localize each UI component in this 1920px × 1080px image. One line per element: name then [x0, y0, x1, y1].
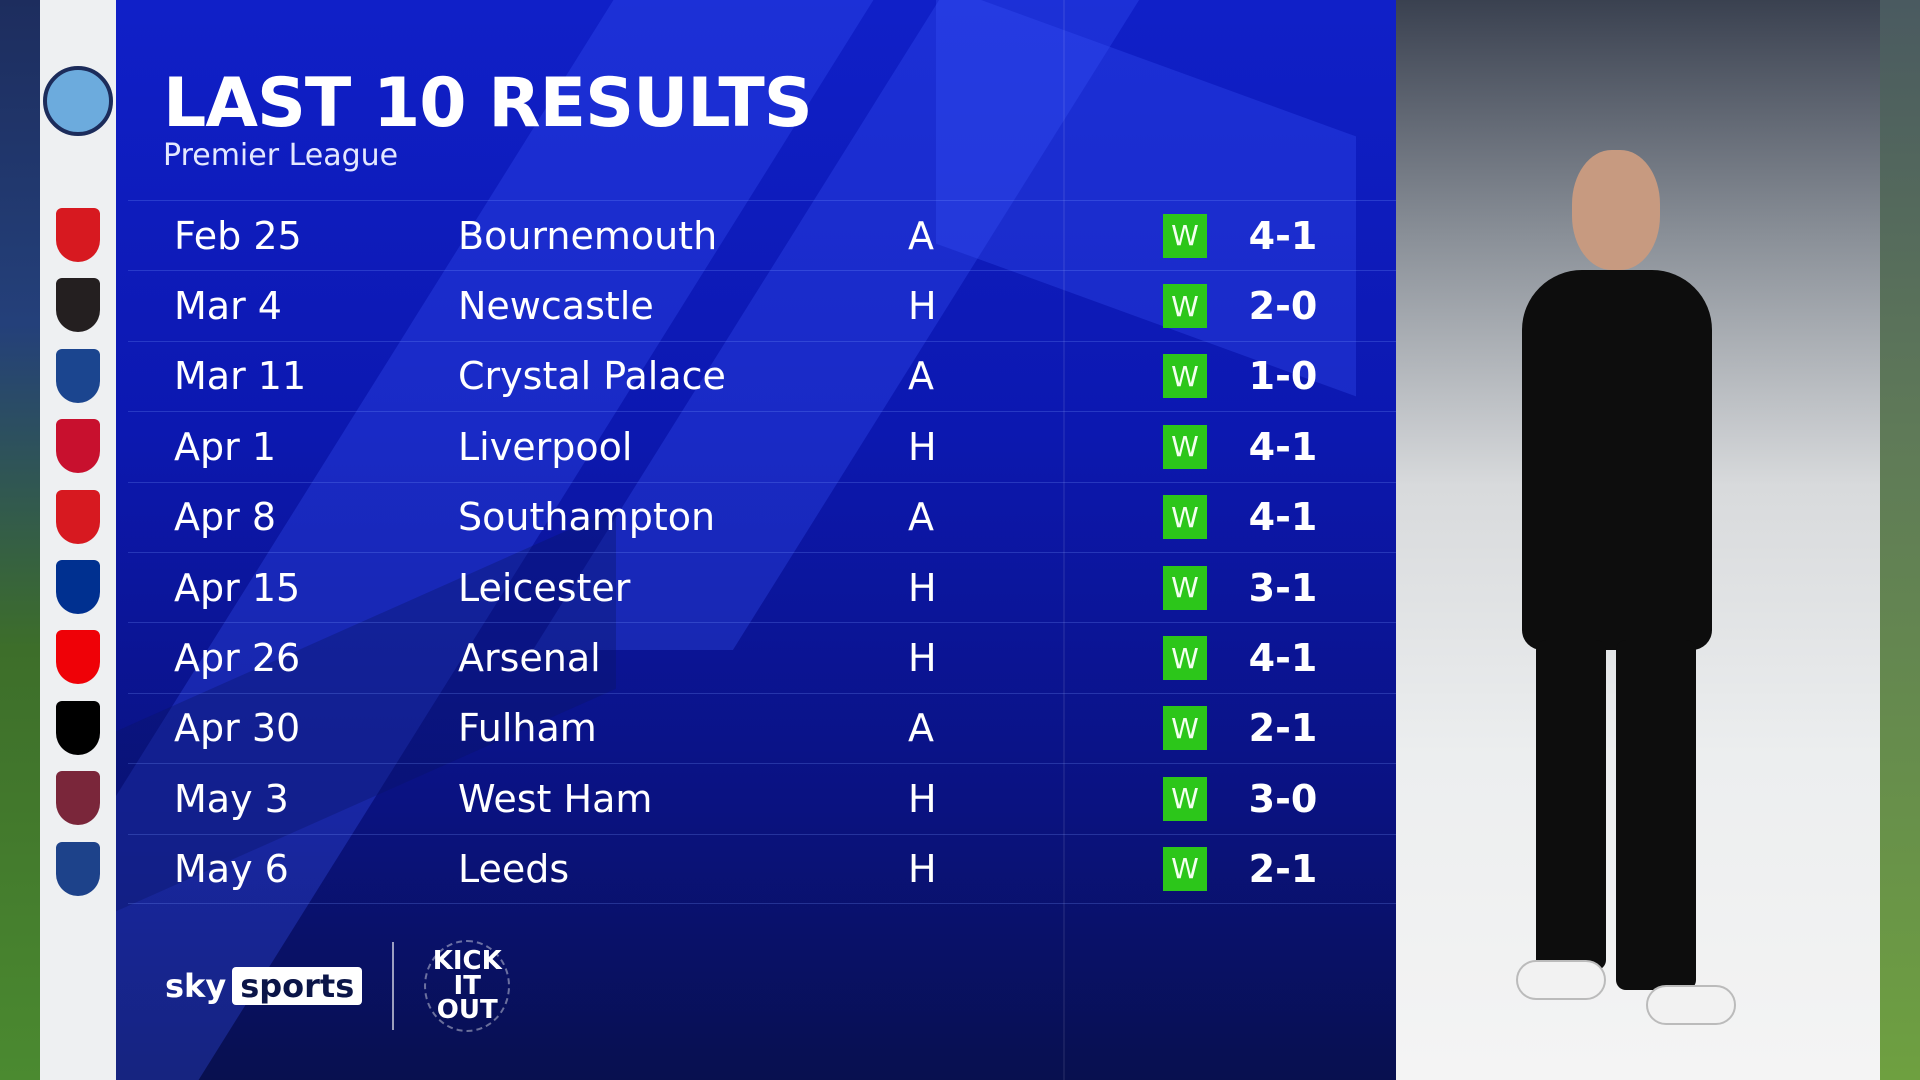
opponent-crest-icon [56, 278, 100, 333]
result-badge: W [1163, 636, 1207, 681]
match-date: Mar 11 [174, 354, 307, 399]
result-badge: W [1163, 565, 1207, 610]
sports-text: sports [232, 967, 363, 1005]
score: 3-1 [1248, 565, 1318, 610]
footer-logos: sky sports KICK IT OUT [165, 940, 511, 1032]
result-badge: W [1163, 424, 1207, 469]
venue: H [908, 846, 937, 891]
venue: H [908, 424, 937, 469]
crest-column [40, 0, 116, 1080]
score: 1-0 [1248, 354, 1318, 399]
match-date: Apr 26 [174, 636, 301, 681]
logo-divider [392, 942, 395, 1030]
opponent-crest-icon [56, 560, 100, 614]
manager-shoe [1646, 985, 1736, 1025]
competition-subtitle: Premier League [163, 138, 399, 173]
opponent-name: Liverpool [458, 424, 633, 469]
venue: H [908, 636, 937, 681]
opponent-name: Arsenal [458, 636, 601, 681]
score: 2-1 [1248, 846, 1318, 891]
column-divider [1063, 0, 1065, 1080]
score: 3-0 [1248, 776, 1318, 821]
manchester-city-crest-icon [43, 66, 113, 136]
venue: H [908, 284, 937, 329]
result-row: Apr 8 Southampton A W 4-1 [128, 481, 1396, 552]
result-badge: W [1163, 706, 1207, 751]
score: 4-1 [1248, 636, 1318, 681]
results-panel: LAST 10 RESULTS Premier League Feb 25 Bou… [116, 0, 1396, 1080]
opponent-name: Leeds [458, 846, 570, 891]
opponent-name: Fulham [458, 706, 597, 751]
match-date: Mar 4 [174, 284, 282, 329]
match-date: Apr 8 [174, 495, 276, 540]
result-row: Feb 25 Bournemouth A W 4-1 [128, 200, 1396, 270]
result-badge: W [1163, 284, 1207, 329]
opponent-name: Bournemouth [458, 213, 718, 258]
match-date: Apr 30 [174, 706, 301, 751]
opponent-name: Crystal Palace [458, 354, 726, 399]
result-row: Apr 30 Fulham A W 2-1 [128, 692, 1396, 763]
page-title: LAST 10 RESULTS [163, 64, 813, 143]
opponent-crest-icon [56, 419, 100, 474]
opponent-name: West Ham [458, 776, 653, 821]
venue: A [908, 354, 934, 399]
match-date: May 3 [174, 776, 289, 821]
opponent-crest-icon [56, 489, 100, 544]
manager-head [1572, 150, 1660, 270]
result-badge: W [1163, 354, 1207, 399]
opponent-crest-icon [56, 771, 100, 826]
venue: A [908, 213, 934, 258]
score: 4-1 [1248, 495, 1318, 540]
score: 2-0 [1248, 284, 1318, 329]
result-row: Apr 15 Leicester H W 3-1 [128, 551, 1396, 622]
score: 2-1 [1248, 706, 1318, 751]
match-date: Apr 1 [174, 424, 276, 469]
result-badge: W [1163, 495, 1207, 540]
manager-leg [1536, 640, 1606, 970]
venue: A [908, 495, 934, 540]
opponent-name: Leicester [458, 565, 631, 610]
result-row: Apr 26 Arsenal H W 4-1 [128, 622, 1396, 692]
opponent-crest-icon [56, 630, 100, 685]
result-row: Mar 11 Crystal Palace A W 1-0 [128, 340, 1396, 411]
match-date: Apr 15 [174, 565, 301, 610]
opponent-name: Southampton [458, 495, 716, 540]
results-table: Feb 25 Bournemouth A W 4-1 Mar 4 Newcastle H W 2-… [128, 200, 1396, 904]
score: 4-1 [1248, 424, 1318, 469]
manager-leg [1616, 640, 1696, 990]
manager-shoe [1516, 960, 1606, 1000]
result-row: May 6 Leeds H W 2-1 [128, 833, 1396, 904]
opponent-crest-icon [56, 700, 100, 755]
opponent-crest-icon [56, 841, 100, 896]
venue: H [908, 565, 937, 610]
result-row: Apr 1 Liverpool H W 4-1 [128, 411, 1396, 481]
stadium-background-left [0, 0, 40, 1080]
match-date: Feb 25 [174, 213, 302, 258]
opponent-crest-icon [56, 208, 100, 262]
result-row: May 3 West Ham H W 3-0 [128, 763, 1396, 833]
stadium-background-right [1880, 0, 1920, 1080]
manager-photo [1396, 0, 1880, 1080]
venue: H [908, 776, 937, 821]
manager-torso [1522, 270, 1712, 650]
match-date: May 6 [174, 846, 289, 891]
result-badge: W [1163, 776, 1207, 821]
sky-sports-logo: sky sports [165, 967, 363, 1005]
kick-it-out-logo: KICK IT OUT [424, 940, 511, 1032]
score: 4-1 [1248, 213, 1318, 258]
opponent-name: Newcastle [458, 284, 654, 329]
result-badge: W [1163, 846, 1207, 891]
sky-text: sky [165, 967, 227, 1005]
venue: A [908, 706, 934, 751]
result-badge: W [1163, 213, 1207, 258]
result-row: Mar 4 Newcastle H W 2-0 [128, 270, 1396, 340]
opponent-crest-icon [56, 348, 100, 403]
